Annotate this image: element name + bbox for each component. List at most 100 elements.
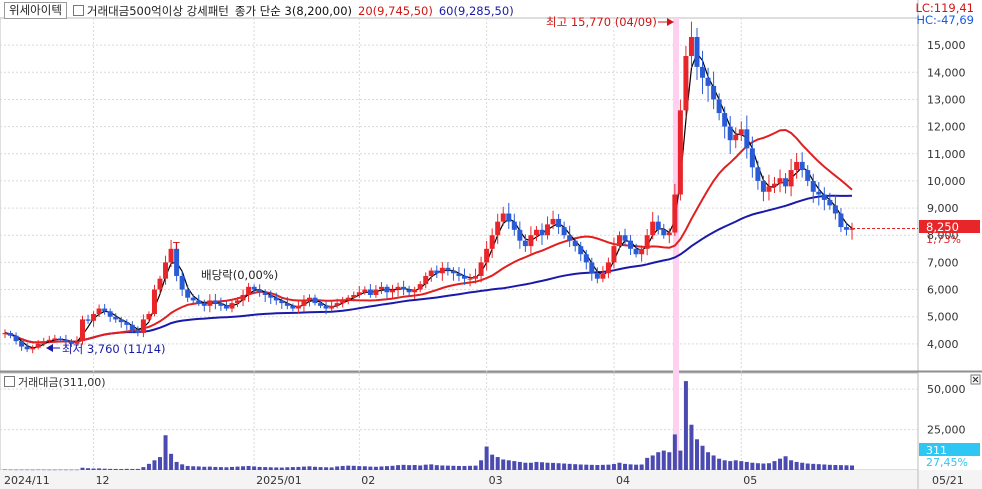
volume-bar xyxy=(761,463,766,470)
volume-bar xyxy=(717,458,722,470)
candle-body xyxy=(816,191,822,195)
volume-title-text: 거래대금(311,00) xyxy=(18,376,106,389)
candle-body xyxy=(362,289,368,293)
volume-tag-bg xyxy=(919,443,980,456)
candle-body xyxy=(63,339,69,342)
volume-bar xyxy=(357,466,362,470)
dividend-marker: T xyxy=(172,240,180,253)
candle-body xyxy=(605,262,611,274)
candle-body xyxy=(688,37,694,57)
candle-body xyxy=(473,275,479,279)
candle-body xyxy=(30,347,36,350)
volume-bar xyxy=(346,465,351,470)
volume-bar xyxy=(36,469,41,471)
volume-checkbox-icon[interactable] xyxy=(4,376,15,387)
candle-body xyxy=(849,228,855,230)
volume-bar xyxy=(213,466,218,470)
volume-bar xyxy=(517,461,522,470)
y-tick-label: 9,000 xyxy=(927,202,959,215)
volume-bar xyxy=(479,460,484,470)
volume-bar xyxy=(47,469,52,471)
volume-bar xyxy=(252,466,257,470)
candle-body xyxy=(467,278,473,280)
volume-bar xyxy=(700,445,705,470)
volume-bar xyxy=(202,466,207,470)
moving-average-lines xyxy=(4,52,853,349)
candle-body xyxy=(771,183,777,187)
candle-body xyxy=(351,294,357,298)
volume-bar xyxy=(628,464,633,470)
volume-bar xyxy=(473,465,478,470)
checkbox-icon[interactable] xyxy=(72,4,84,16)
candle-body xyxy=(456,273,462,276)
candle-body xyxy=(622,235,628,241)
candle-body xyxy=(677,110,683,195)
candle-body xyxy=(749,148,755,168)
volume-bar xyxy=(440,465,445,470)
volume-bar xyxy=(578,464,583,470)
volume-bar xyxy=(8,469,13,471)
volume-bar xyxy=(567,463,572,470)
volume-bar xyxy=(827,464,832,470)
candle-body xyxy=(722,113,728,127)
volume-bar xyxy=(617,462,622,470)
candle-body xyxy=(13,335,19,342)
volume-bar xyxy=(589,464,594,470)
candle-body xyxy=(594,273,600,279)
y-tick-label: 5,000 xyxy=(927,311,959,324)
candle-body xyxy=(711,85,717,100)
candle-body xyxy=(295,305,301,309)
candle-body xyxy=(163,262,169,279)
volume-bar xyxy=(169,453,174,470)
volume-bar xyxy=(722,460,727,470)
candle-body xyxy=(124,322,130,325)
volume-bar xyxy=(512,461,517,470)
volume-bar xyxy=(418,465,423,470)
candle-body xyxy=(539,229,545,236)
candle-body xyxy=(41,341,47,344)
volume-bar xyxy=(113,468,118,470)
candle-body xyxy=(628,240,634,249)
volume-bar xyxy=(279,467,284,470)
candle-body xyxy=(600,273,606,279)
volume-bar xyxy=(362,466,367,470)
candlesticks xyxy=(2,21,855,354)
volume-bar xyxy=(324,467,329,470)
candle-body xyxy=(821,194,827,200)
price-ma3-label: 종가 단순 3(8,200,00) xyxy=(234,3,353,18)
candle-body xyxy=(644,235,650,249)
x-tick-label: 05/21 xyxy=(932,474,964,487)
candle-body xyxy=(301,300,307,306)
candle-body xyxy=(589,262,595,274)
candle-body xyxy=(777,178,783,184)
candle-body xyxy=(68,341,74,344)
volume-bar xyxy=(235,466,240,470)
candle-body xyxy=(284,303,290,306)
candle-body xyxy=(744,129,750,149)
candle-body xyxy=(827,199,833,206)
volume-bar xyxy=(534,461,539,470)
candle-body xyxy=(478,262,484,276)
volume-bar xyxy=(750,462,755,470)
volume-bar xyxy=(401,464,406,470)
volume-bar xyxy=(290,467,295,470)
candle-body xyxy=(517,229,523,241)
candle-body xyxy=(528,235,534,247)
volume-bar xyxy=(152,460,157,470)
candle-body xyxy=(672,194,678,233)
volume-bar xyxy=(490,454,495,470)
candle-body xyxy=(96,308,102,314)
volume-bar xyxy=(451,465,456,470)
volume-bar xyxy=(645,457,650,470)
volume-bar xyxy=(14,469,19,471)
candle-body xyxy=(545,224,551,236)
ma20-label: 20(9,745,50) xyxy=(358,3,433,18)
volume-bar xyxy=(74,469,79,471)
candle-body xyxy=(810,180,816,192)
candle-body xyxy=(262,292,268,295)
candle-body xyxy=(611,246,617,263)
candle-body xyxy=(46,339,52,342)
stock-name-box[interactable]: 위세아이텍 xyxy=(4,2,67,19)
condition-label[interactable]: 거래대금500억이상 강세패턴 xyxy=(72,3,229,19)
